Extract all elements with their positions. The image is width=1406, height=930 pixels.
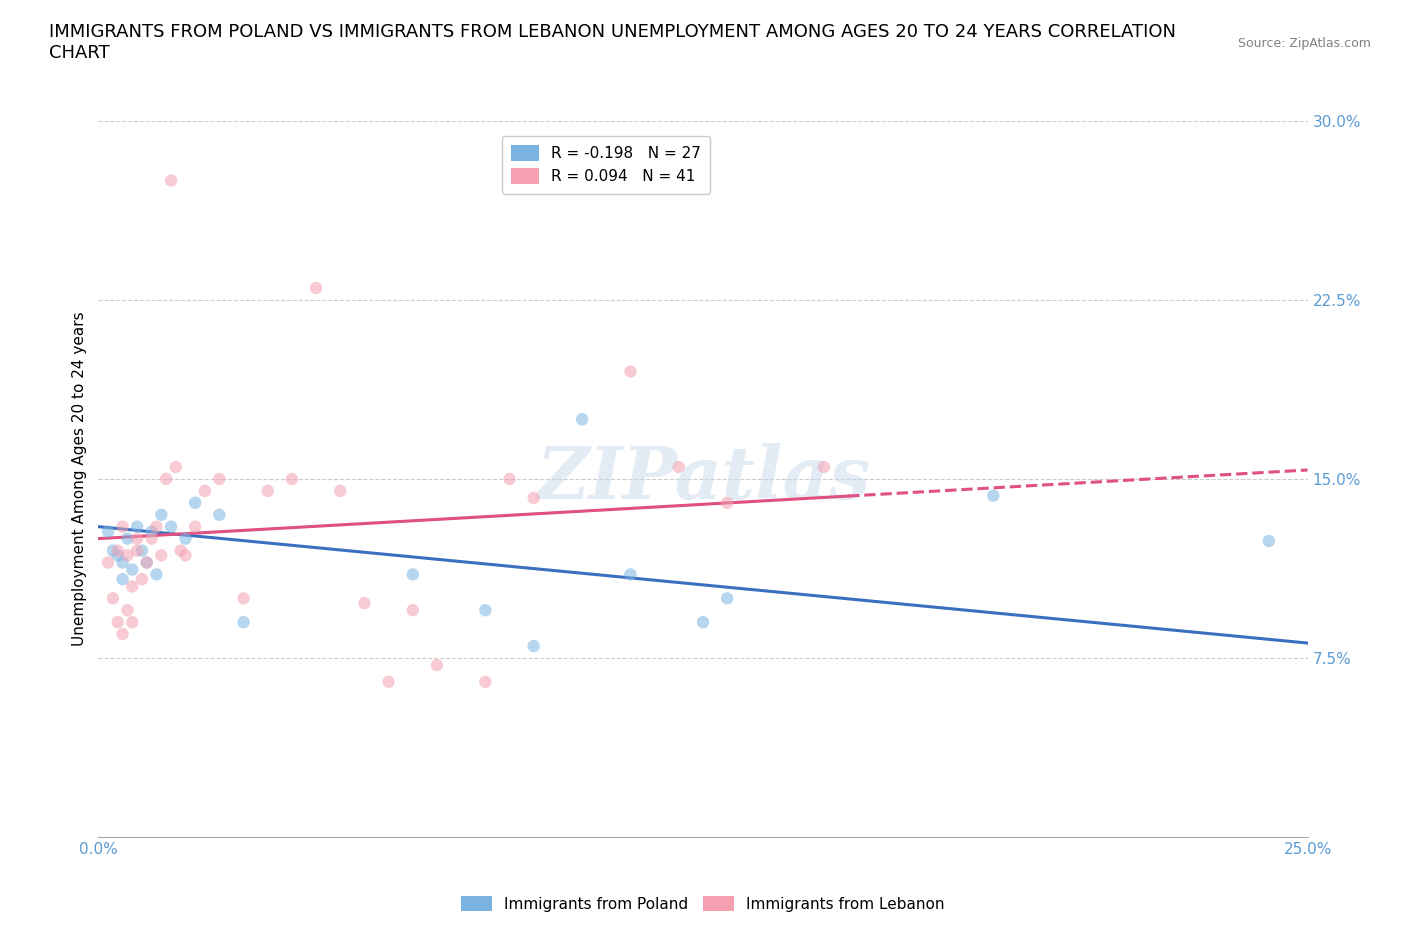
- Point: [135, 555, 157, 570]
- Point: [256, 484, 278, 498]
- Point: [208, 508, 231, 523]
- Point: [111, 627, 134, 642]
- Text: Source: ZipAtlas.com: Source: ZipAtlas.com: [1237, 37, 1371, 50]
- Point: [474, 674, 496, 689]
- Point: [194, 484, 217, 498]
- Point: [150, 508, 173, 523]
- Point: [97, 524, 120, 538]
- Point: [813, 459, 835, 474]
- Point: [111, 572, 134, 587]
- Point: [107, 615, 129, 630]
- Point: [232, 591, 254, 605]
- Point: [232, 615, 254, 630]
- Legend: R = -0.198   N = 27, R = 0.094   N = 41: R = -0.198 N = 27, R = 0.094 N = 41: [502, 136, 710, 193]
- Point: [165, 459, 187, 474]
- Point: [160, 519, 183, 534]
- Point: [498, 472, 520, 486]
- Point: [117, 603, 139, 618]
- Point: [127, 519, 149, 534]
- Point: [692, 615, 714, 630]
- Point: [121, 578, 143, 594]
- Point: [127, 531, 149, 546]
- Point: [208, 472, 231, 486]
- Point: [97, 555, 120, 570]
- Point: [184, 496, 207, 511]
- Point: [474, 603, 496, 618]
- Point: [305, 281, 328, 296]
- Point: [135, 555, 157, 570]
- Point: [571, 412, 593, 427]
- Point: [1257, 534, 1279, 549]
- Point: [141, 531, 163, 546]
- Point: [402, 567, 425, 582]
- Point: [523, 639, 546, 654]
- Point: [117, 548, 139, 563]
- Point: [160, 173, 183, 188]
- Point: [426, 658, 449, 672]
- Point: [111, 519, 134, 534]
- Point: [981, 488, 1004, 503]
- Point: [121, 563, 143, 578]
- Point: [668, 459, 690, 474]
- Point: [127, 543, 149, 558]
- Point: [716, 591, 738, 605]
- Point: [117, 531, 139, 546]
- Point: [155, 472, 177, 486]
- Point: [145, 519, 167, 534]
- Point: [150, 548, 173, 563]
- Point: [619, 365, 641, 379]
- Legend: Immigrants from Poland, Immigrants from Lebanon: Immigrants from Poland, Immigrants from …: [456, 889, 950, 918]
- Point: [131, 572, 153, 587]
- Point: [121, 615, 143, 630]
- Point: [619, 567, 641, 582]
- Point: [281, 472, 304, 486]
- Point: [107, 548, 129, 563]
- Point: [131, 543, 153, 558]
- Text: ZIPatlas: ZIPatlas: [536, 444, 870, 514]
- Point: [174, 548, 197, 563]
- Point: [101, 591, 124, 605]
- Point: [329, 484, 352, 498]
- Point: [107, 543, 129, 558]
- Point: [145, 567, 167, 582]
- Text: IMMIGRANTS FROM POLAND VS IMMIGRANTS FROM LEBANON UNEMPLOYMENT AMONG AGES 20 TO : IMMIGRANTS FROM POLAND VS IMMIGRANTS FRO…: [49, 23, 1177, 62]
- Point: [184, 519, 207, 534]
- Point: [716, 496, 738, 511]
- Point: [141, 524, 163, 538]
- Point: [402, 603, 425, 618]
- Point: [101, 543, 124, 558]
- Point: [523, 491, 546, 506]
- Point: [377, 674, 399, 689]
- Y-axis label: Unemployment Among Ages 20 to 24 years: Unemployment Among Ages 20 to 24 years: [72, 312, 87, 646]
- Point: [169, 543, 191, 558]
- Point: [353, 595, 375, 610]
- Point: [174, 531, 197, 546]
- Point: [111, 555, 134, 570]
